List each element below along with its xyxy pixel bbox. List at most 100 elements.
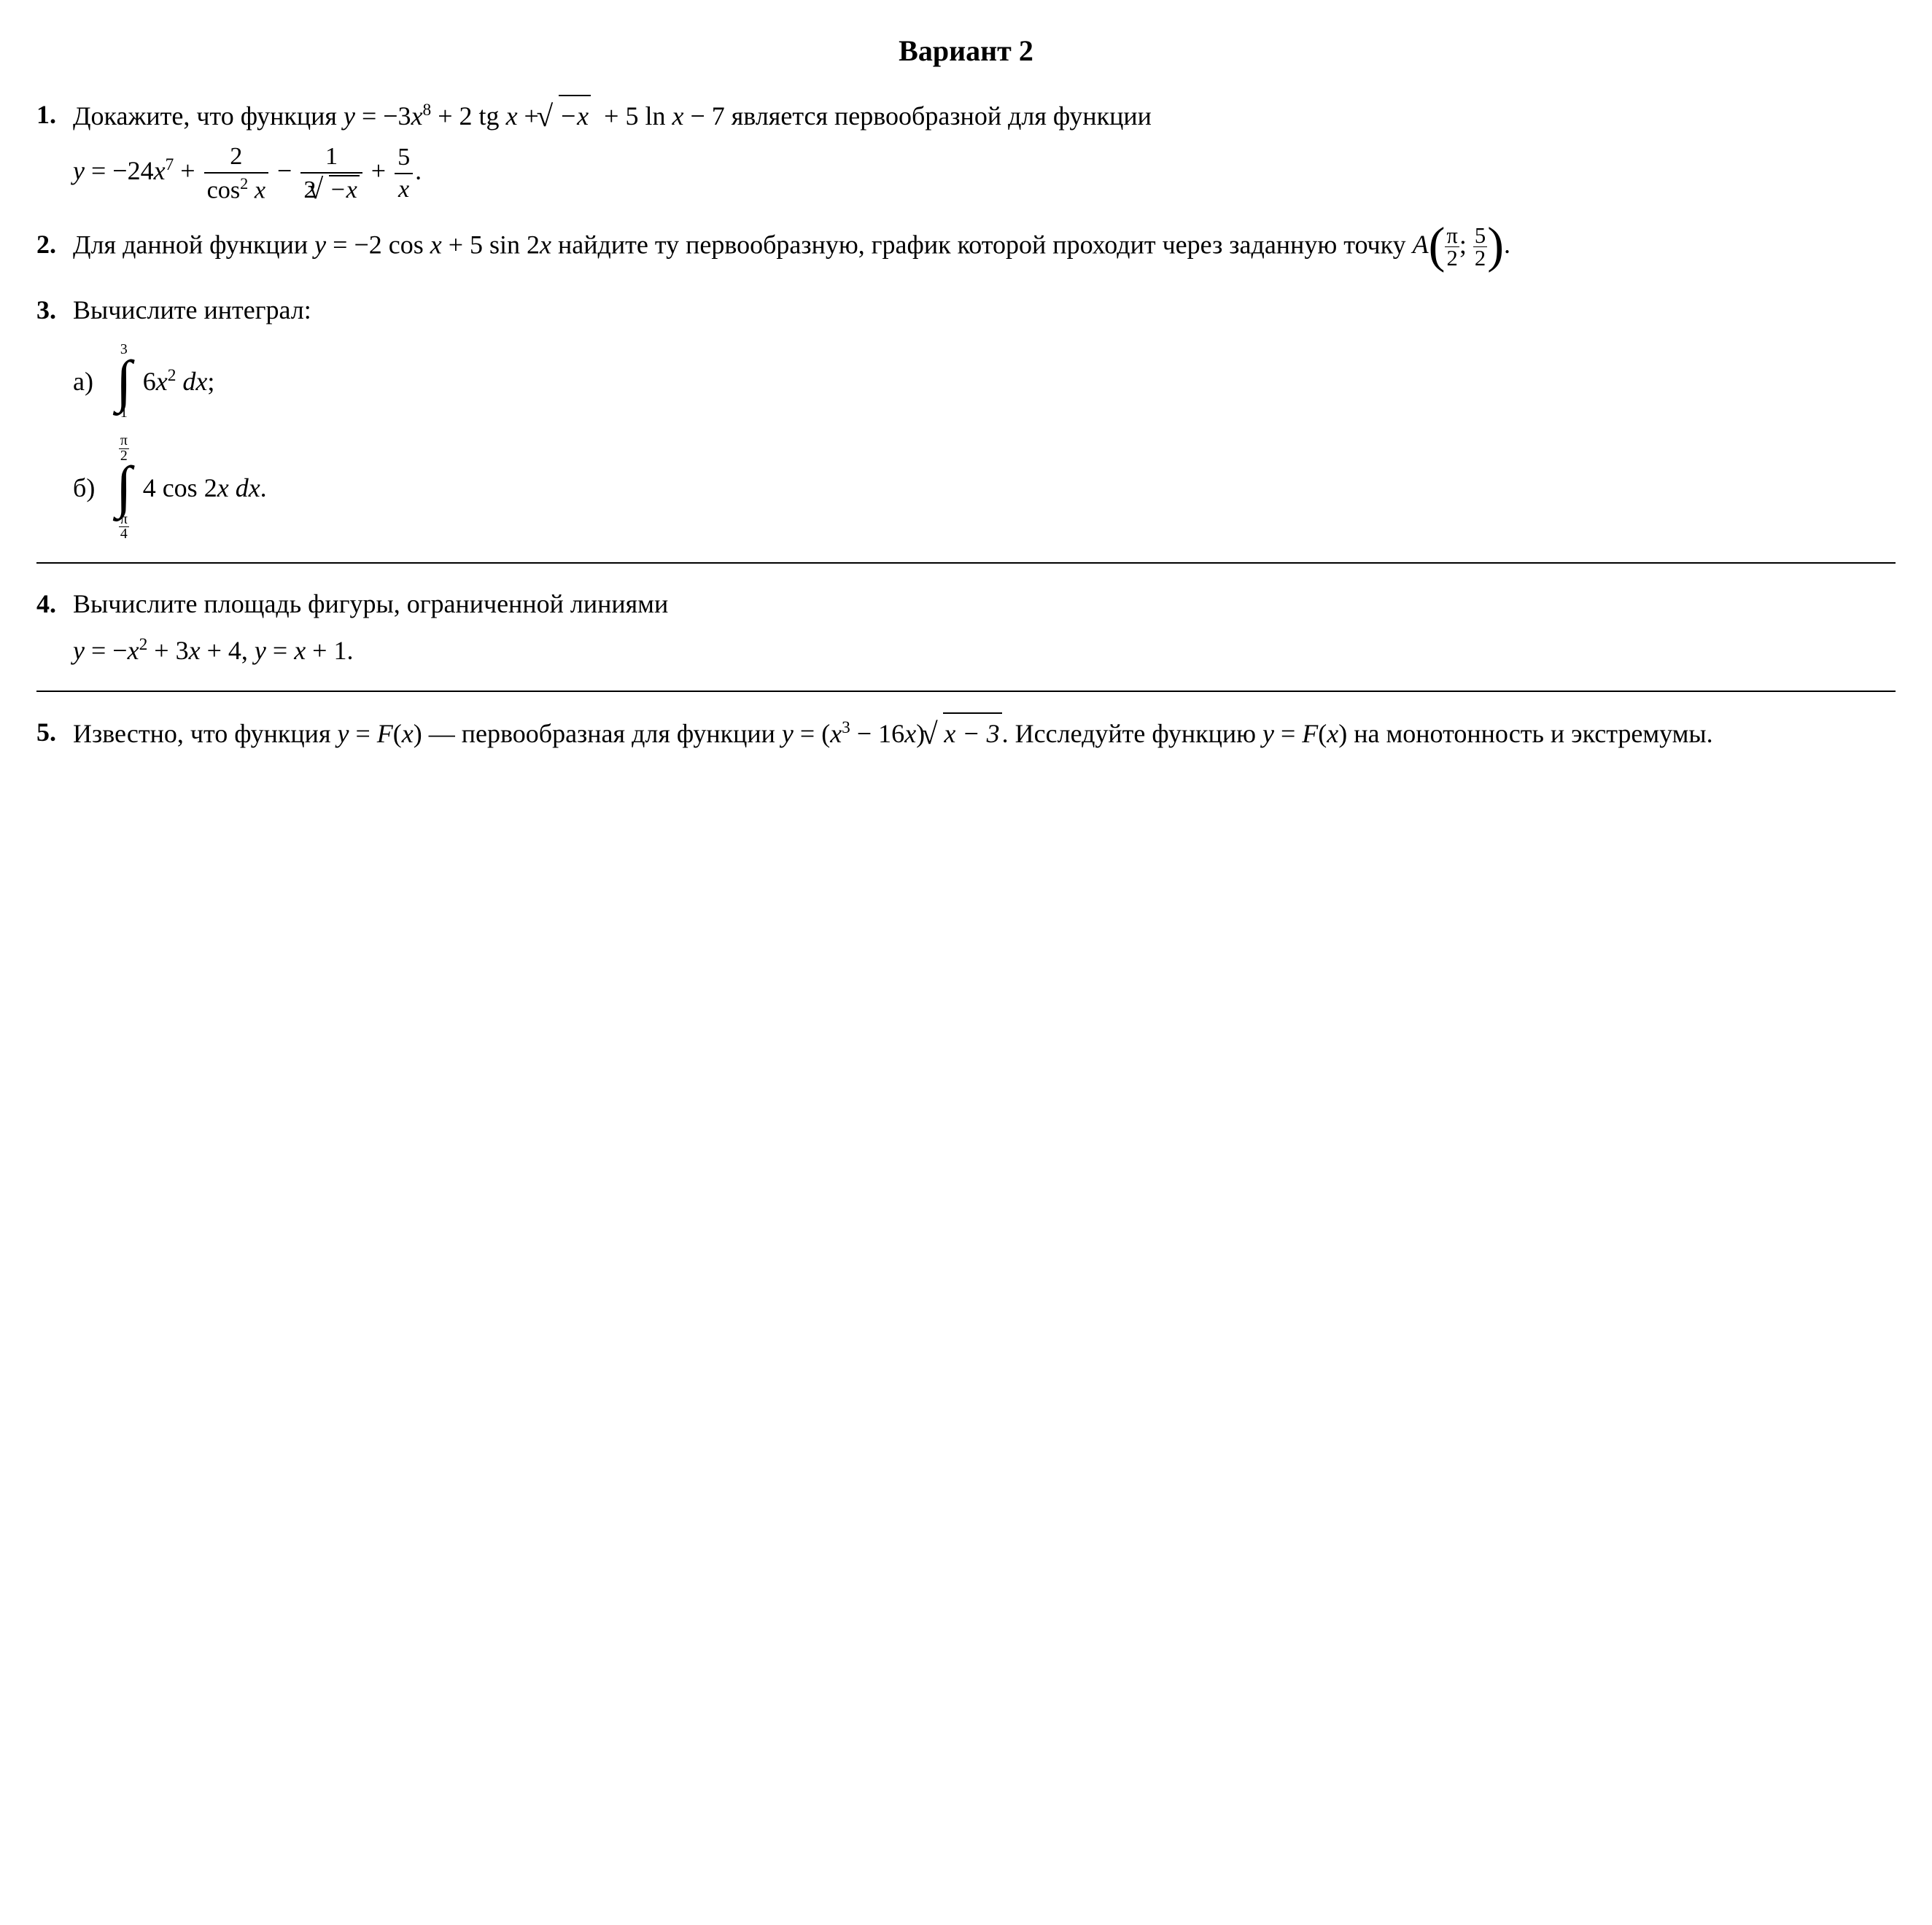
power: 3 bbox=[842, 718, 850, 737]
power: 2 bbox=[168, 366, 176, 385]
problem-2: 2. Для данной функции y = −2 cos x + 5 s… bbox=[36, 225, 1896, 270]
t: 6 bbox=[143, 367, 156, 396]
dot: . bbox=[1504, 230, 1510, 259]
op: + bbox=[174, 156, 201, 185]
t: . Исследуйте функцию bbox=[1002, 719, 1262, 748]
integral: π2 ∫ π4 bbox=[116, 434, 132, 542]
op: + 4, bbox=[201, 636, 255, 665]
text: Для данной функции bbox=[73, 230, 314, 259]
var-x: x bbox=[128, 636, 139, 665]
numerator: 5 bbox=[1473, 225, 1487, 248]
problem-text: Докажите, что функция y = −3x8 + 2 tg x … bbox=[73, 95, 1896, 136]
var-x: x bbox=[904, 719, 916, 748]
t: cos bbox=[207, 176, 241, 203]
eq: = −24 bbox=[85, 156, 154, 185]
problem-1: 1. Докажите, что функция y = −3 x 8 + 2 tg… bbox=[36, 95, 1896, 204]
fraction: 5 x bbox=[395, 144, 413, 203]
dx: dx bbox=[176, 367, 207, 396]
paren: ) bbox=[1487, 225, 1504, 265]
fraction: 2 cos2 x bbox=[204, 143, 268, 204]
op: + 5 ln bbox=[597, 101, 672, 131]
var-x: x bbox=[189, 636, 201, 665]
op: = − bbox=[85, 636, 128, 665]
var-x: x bbox=[506, 101, 518, 131]
var-x: x bbox=[156, 367, 168, 396]
problem-text: Вычислите интеграл: bbox=[73, 290, 1896, 330]
d: 4 bbox=[119, 527, 129, 542]
radicand: −x bbox=[329, 175, 360, 204]
sep: ; bbox=[1459, 230, 1473, 259]
var-x: x bbox=[154, 156, 166, 185]
dot: . bbox=[260, 473, 267, 502]
var-x: x bbox=[672, 101, 683, 131]
numerator: π bbox=[1445, 225, 1459, 248]
problem-number: 4. bbox=[36, 584, 56, 623]
op: − bbox=[277, 156, 298, 185]
var-y: y bbox=[255, 636, 266, 665]
var-x: x bbox=[248, 176, 265, 203]
var-x: x bbox=[294, 636, 306, 665]
var-y: y bbox=[73, 156, 85, 185]
integral-sign: ∫ bbox=[116, 357, 132, 406]
fraction: π2 bbox=[1445, 225, 1459, 270]
power: 2 bbox=[139, 635, 148, 654]
sqrt: −x bbox=[316, 175, 359, 204]
text: найдите ту перво­образную, график которо… bbox=[551, 230, 1413, 259]
var-F: F bbox=[1302, 719, 1318, 748]
op: + 1. bbox=[306, 636, 353, 665]
subpart-label: б) bbox=[73, 468, 109, 508]
t: 4 cos 2 bbox=[143, 473, 217, 502]
fraction: 1 2−x bbox=[300, 143, 362, 203]
dx: dx bbox=[229, 473, 260, 502]
denominator: cos2 x bbox=[204, 174, 268, 204]
denominator: 2−x bbox=[300, 174, 362, 204]
sqrt: x − 3 bbox=[930, 712, 1001, 753]
sqrt: −x bbox=[546, 95, 591, 136]
subpart-label: а) bbox=[73, 362, 109, 401]
t: = ( bbox=[794, 719, 830, 748]
divider bbox=[36, 691, 1896, 692]
var-x: x bbox=[430, 230, 442, 259]
var-x: x bbox=[1327, 719, 1338, 748]
semi: ; bbox=[207, 367, 214, 396]
n: π bbox=[119, 434, 129, 449]
integrand: 4 cos 2x dx. bbox=[143, 468, 267, 508]
fraction: 52 bbox=[1473, 225, 1487, 270]
t: ) — первообразная для функ­ции bbox=[414, 719, 782, 748]
op: + 2 tg bbox=[431, 101, 505, 131]
var-y: y bbox=[73, 636, 85, 665]
variant-title: Вариант 2 bbox=[36, 29, 1896, 73]
text: является первообразной для функции bbox=[732, 101, 1152, 131]
dot: . bbox=[415, 156, 422, 185]
subpart-b: б) π2 ∫ π4 4 cos 2x dx. bbox=[73, 434, 1896, 542]
op: − 7 bbox=[683, 101, 724, 131]
subpart-a: а) 3 ∫ 1 6x2 dx; bbox=[73, 343, 1896, 421]
problem-number: 5. bbox=[36, 712, 56, 752]
problem-5: 5. Известно, что функция y = F(x) — перв… bbox=[36, 712, 1896, 753]
integrand: 6x2 dx; bbox=[143, 362, 215, 401]
numerator: 1 bbox=[300, 143, 362, 174]
eq: = −3 bbox=[355, 101, 411, 131]
point-A: A bbox=[1413, 230, 1429, 259]
problem-3: 3. Вычислите интеграл: а) 3 ∫ 1 6x2 dx; … bbox=[36, 290, 1896, 542]
equation-line: y = −x2 + 3x + 4, y = x + 1. bbox=[73, 631, 1896, 670]
power: 8 bbox=[423, 101, 432, 120]
var-y: y bbox=[1262, 719, 1274, 748]
numerator: 2 bbox=[204, 143, 268, 174]
text: Докажите, что функция bbox=[73, 101, 344, 131]
denominator: 2 bbox=[1445, 247, 1459, 270]
op: + bbox=[371, 156, 392, 185]
problem-text: Известно, что функция y = F(x) — первооб… bbox=[73, 712, 1896, 753]
var-y: y bbox=[782, 719, 794, 748]
op: + 5 sin 2 bbox=[442, 230, 540, 259]
op: = bbox=[266, 636, 294, 665]
problem-4: 4. Вычислите площадь фигуры, ограниченно… bbox=[36, 584, 1896, 670]
equation-line: y = −24x7 + 2 cos2 x − 1 2−x + 5 x . bbox=[73, 143, 1896, 204]
op: + 3 bbox=[147, 636, 188, 665]
problem-number: 3. bbox=[36, 290, 56, 330]
eq: = −2 cos bbox=[326, 230, 430, 259]
n: π bbox=[119, 513, 129, 528]
var-x: x bbox=[540, 230, 551, 259]
denominator: 2 bbox=[1473, 247, 1487, 270]
problem-text: Для данной функции y = −2 cos x + 5 sin … bbox=[73, 225, 1896, 270]
